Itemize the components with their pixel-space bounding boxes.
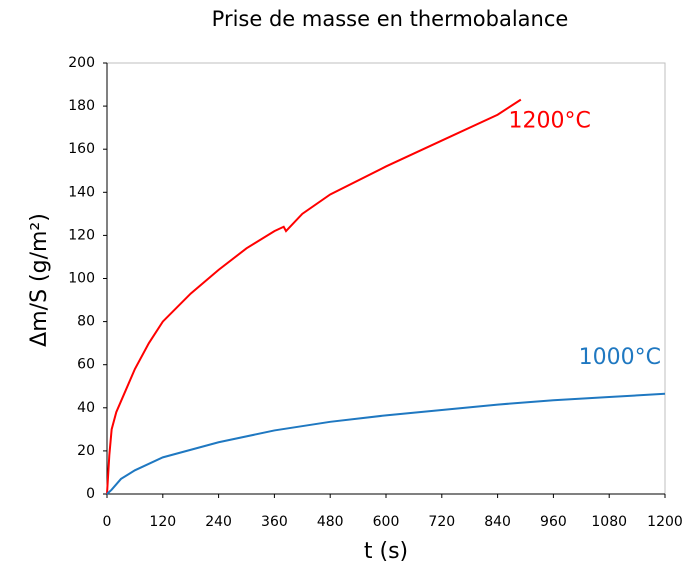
x-tick-label: 720 (428, 514, 455, 530)
y-tick-label: 80 (77, 314, 95, 330)
y-tick-label: 60 (77, 357, 95, 373)
series-line (106, 98, 522, 495)
y-tick-label: 40 (77, 400, 95, 416)
x-tick-label: 0 (103, 514, 112, 530)
y-tick-label: 0 (86, 486, 95, 502)
series-label: 1000°C (579, 345, 661, 370)
x-tick-label: 240 (205, 514, 232, 530)
x-tick-label: 840 (484, 514, 511, 530)
y-axis-label: Δm/S (g/m²) (27, 213, 52, 347)
y-tick-label: 100 (68, 271, 95, 287)
x-tick-label: 960 (540, 514, 567, 530)
x-tick-label: 120 (149, 514, 176, 530)
chart-title: Prise de masse en thermobalance (212, 7, 569, 31)
series-label: 1200°C (508, 109, 590, 134)
y-tick-label: 140 (68, 184, 95, 200)
x-tick-label: 600 (373, 514, 400, 530)
x-tick-label: 1080 (591, 514, 627, 530)
y-tick-label: 20 (77, 443, 95, 459)
series-line (106, 392, 666, 495)
y-tick-label: 200 (68, 55, 95, 71)
x-tick-label: 1200 (647, 514, 683, 530)
y-tick-label: 120 (68, 227, 95, 243)
x-tick-label: 360 (261, 514, 288, 530)
x-axis-label: t (s) (364, 539, 408, 564)
y-tick-label: 160 (68, 141, 95, 157)
y-tick-label: 180 (68, 98, 95, 114)
x-tick-label: 480 (317, 514, 344, 530)
